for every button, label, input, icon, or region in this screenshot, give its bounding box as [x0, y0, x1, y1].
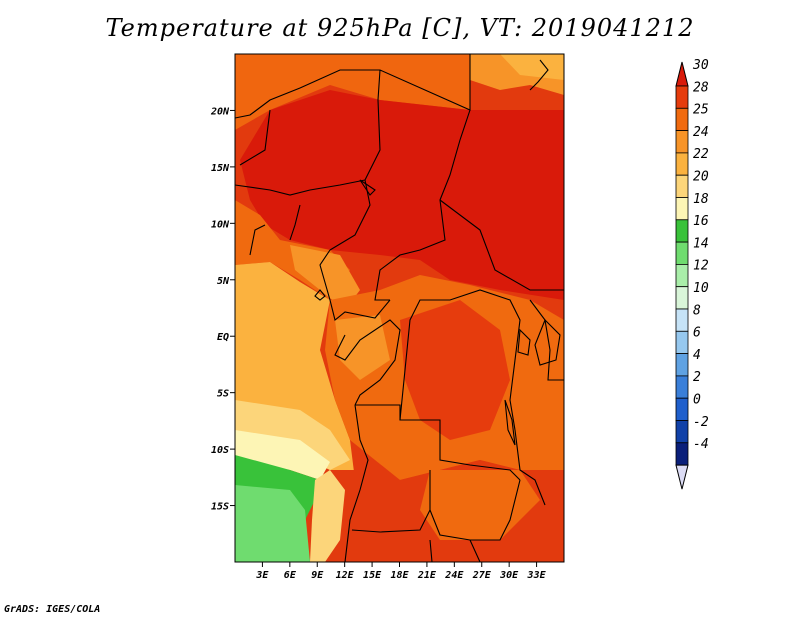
temperature-field [235, 54, 564, 562]
colorbar-box [675, 130, 689, 154]
colorbar-label: 24 [693, 125, 709, 140]
lon-tick-label: 30E [499, 570, 519, 581]
lon-tick-label: 24E [444, 570, 464, 581]
lon-tick-label: 12E [336, 570, 355, 581]
colorbar-box [675, 353, 689, 377]
lat-tick-label: 20N [210, 106, 230, 117]
map-title: Temperature at 925hPa [C], VT: 201904121… [105, 14, 695, 42]
colorbar-label: 8 [693, 303, 701, 318]
colorbar-label: 14 [693, 236, 709, 251]
lon-tick-label: 6E [284, 570, 297, 581]
colorbar-label: 28 [693, 80, 709, 95]
colorbar-top-arrow [675, 61, 689, 87]
lon-tick-label: 9E [311, 570, 324, 581]
colorbar-label: 4 [693, 348, 701, 363]
colorbar-label: 12 [693, 259, 709, 274]
colorbar-label: -2 [693, 415, 709, 430]
colorbar-box [675, 286, 689, 310]
colorbar-box [675, 152, 689, 176]
colorbar-box [675, 107, 689, 132]
lon-tick-label: 27E [472, 570, 492, 581]
colorbar-bottom-arrow [675, 464, 689, 490]
latitude-labels: 20N 15N 10N 5N EQ 5S 10S 15S [210, 106, 230, 512]
colorbar-box [675, 174, 689, 198]
lat-tick-label: 5S [217, 389, 229, 400]
colorbar-box [675, 263, 689, 288]
grads-credit: GrADS: IGES/COLA [4, 604, 101, 615]
lon-tick-label: 21E [417, 570, 437, 581]
colorbar-box [675, 375, 689, 399]
colorbar-box [675, 241, 689, 265]
colorbar-label: 6 [693, 326, 701, 341]
colorbar-label: 16 [693, 214, 709, 229]
colorbar-box [675, 308, 689, 332]
lon-tick-label: 18E [390, 570, 409, 581]
colorbar-box [675, 397, 689, 421]
colorbar-label: -4 [693, 437, 709, 452]
lat-tick-label: 10S [211, 445, 229, 456]
colorbar-label: 22 [693, 147, 709, 162]
colorbar-label: 20 [693, 170, 709, 185]
colorbar-box [675, 420, 689, 444]
lat-tick-label: 15S [211, 502, 229, 513]
colorbar-box [675, 197, 689, 221]
colorbar-label: 2 [693, 370, 701, 385]
colorbar-box [675, 330, 689, 354]
lon-tick-label: 3E [255, 570, 269, 581]
lat-tick-label: 15N [211, 163, 230, 174]
colorbar-box [675, 442, 689, 466]
colorbar-label: 0 [693, 393, 701, 408]
colorbar-label: 10 [693, 281, 709, 296]
colorbar-box [675, 85, 689, 109]
lat-tick-label: EQ [217, 332, 229, 343]
colorbar-label: 25 [693, 103, 709, 118]
colorbar-label: 18 [693, 192, 709, 207]
colorbar-label: 30 [692, 58, 709, 73]
longitude-labels: 3E 6E 9E 12E 15E 18E 21E 24E 27E 30E 33E [255, 570, 546, 581]
lon-tick-label: 33E [527, 570, 547, 581]
country-borders [235, 54, 564, 562]
lat-tick-label: 5N [217, 276, 230, 287]
colorbar-box [675, 219, 689, 243]
lon-tick-label: 15E [363, 570, 382, 581]
axis-ticks [230, 109, 538, 567]
lat-tick-label: 10N [211, 219, 230, 230]
